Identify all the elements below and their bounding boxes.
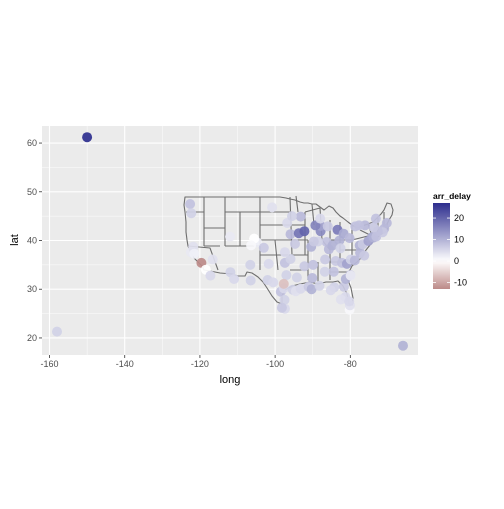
legend-label-2: 0: [454, 256, 459, 266]
data-points: [52, 132, 408, 351]
data-point-4: [186, 208, 197, 219]
data-point-48: [307, 273, 318, 283]
y-tick-label-4: 60: [27, 138, 37, 148]
legend-label-3: -10: [454, 278, 467, 288]
data-point-99: [315, 213, 326, 224]
data-point-79: [359, 250, 370, 261]
data-point-35: [279, 247, 290, 258]
data-point-58: [328, 266, 339, 277]
legend-colorbar: [433, 203, 450, 289]
data-point-55: [319, 266, 330, 277]
data-point-20: [263, 258, 274, 269]
data-point-75: [344, 233, 355, 244]
x-axis-title: long: [220, 374, 241, 386]
data-point-46: [306, 284, 317, 295]
data-point-15: [245, 259, 256, 270]
legend-label-1: 10: [454, 235, 464, 245]
data-point-1: [52, 326, 62, 337]
data-point-18: [246, 240, 257, 251]
data-point-77: [349, 255, 360, 266]
data-point-92: [350, 221, 361, 232]
data-point-39: [295, 211, 306, 222]
data-point-40: [299, 226, 310, 237]
data-point-0: [82, 132, 93, 143]
y-tick-label-3: 50: [27, 187, 37, 197]
grid-major: [42, 126, 418, 355]
data-point-61: [325, 285, 336, 296]
data-point-36: [290, 238, 300, 249]
data-point-2: [398, 340, 408, 351]
data-point-103: [287, 211, 297, 222]
data-point-97: [308, 236, 319, 247]
data-point-93: [370, 213, 381, 224]
x-tick-label-3: -100: [266, 359, 284, 369]
y-axis-title: lat: [9, 234, 21, 246]
x-tick-label-2: -120: [191, 359, 209, 369]
data-point-43: [291, 272, 302, 283]
y-axis-ticks: 20 30 40 50 60: [27, 138, 42, 343]
data-point-54: [320, 254, 331, 265]
data-point-94: [381, 218, 392, 228]
legend-title: arr_delay: [433, 191, 471, 201]
data-point-95: [345, 270, 356, 281]
data-point-27: [278, 278, 289, 289]
data-point-14: [229, 274, 240, 284]
data-point-30: [279, 294, 290, 305]
data-point-102: [267, 202, 278, 213]
data-point-44: [295, 283, 306, 294]
data-point-89: [368, 222, 379, 233]
data-point-42: [299, 261, 310, 272]
data-point-11: [207, 254, 218, 265]
data-point-34: [285, 254, 296, 264]
y-tick-label-1: 30: [27, 284, 37, 294]
data-point-71: [344, 296, 355, 307]
data-point-32: [276, 302, 287, 313]
data-point-3: [185, 199, 196, 209]
data-point-19: [258, 242, 269, 253]
data-point-22: [245, 275, 256, 286]
y-tick-label-2: 40: [27, 236, 37, 246]
data-point-37: [285, 229, 296, 240]
data-point-12: [225, 231, 235, 242]
legend: arr_delay 20 10 0 -10: [433, 191, 471, 289]
x-tick-label-0: -160: [41, 359, 59, 369]
x-tick-label-4: -80: [344, 359, 357, 369]
data-point-23: [268, 277, 279, 288]
data-point-10: [205, 270, 216, 281]
data-point-7: [189, 248, 200, 259]
data-point-49: [314, 280, 325, 291]
data-point-72: [338, 281, 349, 292]
data-point-47: [308, 259, 319, 270]
data-point-98: [335, 243, 346, 254]
x-axis-ticks: -160 -140 -120 -100 -80: [41, 355, 357, 369]
y-tick-label-0: 20: [27, 333, 37, 343]
legend-ticks: 20 10 0 -10: [433, 213, 467, 288]
x-tick-label-1: -140: [116, 359, 134, 369]
legend-label-0: 20: [454, 213, 464, 223]
data-point-26: [281, 270, 292, 281]
data-point-68: [335, 294, 346, 305]
data-point-100: [322, 221, 333, 232]
